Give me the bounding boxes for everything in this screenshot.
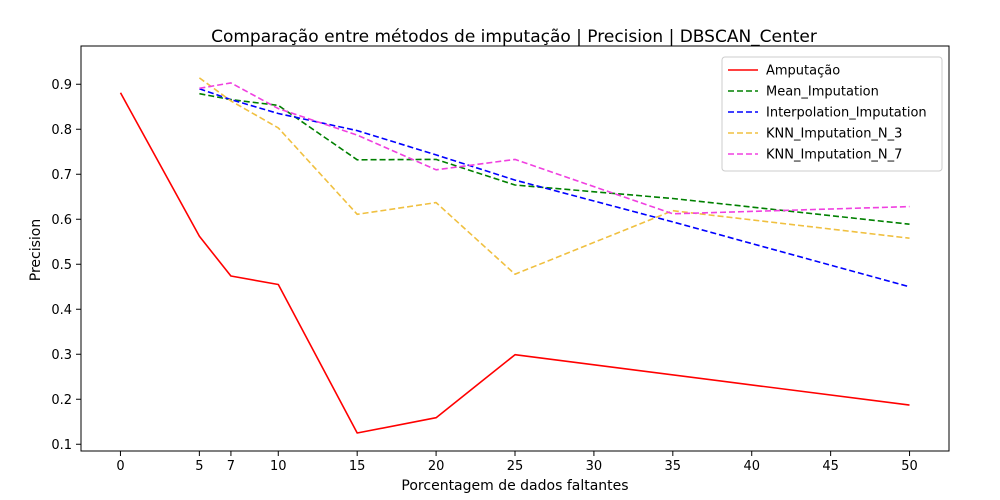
x-tick-label: 20 [428,459,445,474]
y-axis-label: Precision [28,219,44,281]
legend-label: Mean_Imputation [766,85,879,100]
x-tick-label: 35 [665,459,682,474]
legend-box [721,56,943,172]
x-tick-label: 30 [586,459,603,474]
plot-lines [119,77,910,434]
x-axis-ticks: 0 5 7 10 15 20 25 30 35 40 45 50 [116,451,918,474]
x-tick-label: 7 [227,459,235,474]
x-tick-label: 15 [349,459,366,474]
chart-title: Comparação entre métodos de imputação | … [211,27,817,47]
series-line-knn-imputation-n-3 [198,77,910,276]
x-tick-label: 5 [195,459,203,474]
y-axis-ticks: 0.1 0.2 0.3 0.4 0.5 0.6 0.7 0.8 0.9 [51,78,81,453]
x-tick-label: 25 [507,459,524,474]
legend-label: KNN_Imputation_N_3 [766,127,902,142]
y-tick-label: 0.9 [51,78,72,93]
y-tick-label: 0.5 [51,258,72,273]
x-axis-label: Porcentagem de dados faltantes [401,478,628,494]
y-tick-label: 0.8 [51,123,72,138]
series-line-amputa-o [119,92,910,434]
x-tick-label: 45 [822,459,839,474]
legend-label: KNN_Imputation_N_7 [766,148,902,163]
series-line-mean-imputation [199,92,910,225]
series-line-knn-imputation-n-7 [199,82,910,215]
y-tick-label: 0.6 [51,213,72,228]
x-tick-label: 0 [116,459,124,474]
y-tick-label: 0.2 [51,393,72,408]
legend-label: Interpolation_Imputation [766,106,927,121]
x-tick-label: 40 [743,459,760,474]
y-tick-label: 0.7 [51,168,72,183]
legend: Amputação Mean_Imputation Interpolation_Im… [721,56,943,172]
y-tick-label: 0.3 [51,348,72,363]
x-tick-label: 50 [901,459,918,474]
y-tick-label: 0.1 [51,438,72,453]
series-line-interpolation-imputation [199,88,910,288]
legend-label: Amputação [766,64,840,79]
y-tick-label: 0.4 [51,303,72,318]
x-tick-label: 10 [270,459,287,474]
